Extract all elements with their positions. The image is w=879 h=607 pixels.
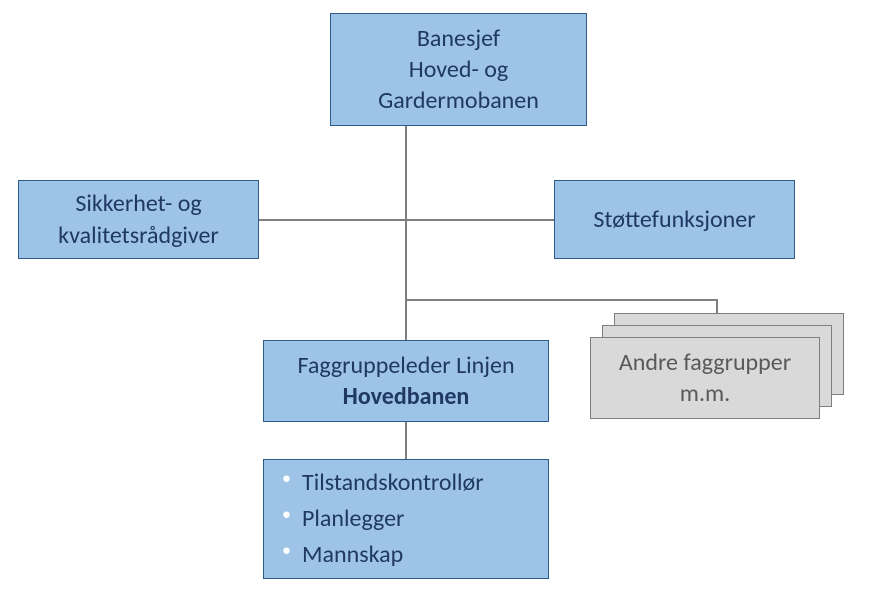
node-stack-front: Andre faggrupper m.m. bbox=[590, 337, 820, 419]
node-stotte-line1: Støttefunksjoner bbox=[593, 204, 755, 235]
node-sikkerhet-line1: Sikkerhet- og bbox=[75, 188, 201, 219]
roles-list: Tilstandskontrollør Planlegger Mannskap bbox=[264, 465, 548, 573]
role-item-1: Tilstandskontrollør bbox=[264, 465, 548, 501]
node-faggruppeleder-line1: Faggruppeleder Linjen bbox=[297, 350, 514, 381]
node-stotte: Støttefunksjoner bbox=[554, 180, 795, 259]
role-item-3: Mannskap bbox=[264, 537, 548, 573]
node-banesjef-line3: Gardermobanen bbox=[378, 85, 539, 116]
node-stack-line1: Andre faggrupper bbox=[619, 347, 791, 378]
node-banesjef: Banesjef Hoved- og Gardermobanen bbox=[330, 13, 587, 126]
role-item-2: Planlegger bbox=[264, 501, 548, 537]
node-banesjef-line2: Hoved- og bbox=[409, 54, 508, 85]
node-sikkerhet: Sikkerhet- og kvalitetsrådgiver bbox=[18, 180, 259, 259]
node-roles: Tilstandskontrollør Planlegger Mannskap bbox=[263, 459, 549, 579]
connector-horizontal-upper bbox=[259, 219, 554, 221]
node-faggruppeleder-line2: Hovedbanen bbox=[343, 381, 470, 412]
node-faggruppeleder: Faggruppeleder Linjen Hovedbanen bbox=[263, 340, 549, 422]
node-stack-line2: m.m. bbox=[680, 378, 730, 409]
node-banesjef-line1: Banesjef bbox=[417, 23, 500, 54]
node-sikkerhet-line2: kvalitetsrådgiver bbox=[58, 220, 219, 251]
connector-horizontal-lower bbox=[405, 299, 716, 301]
